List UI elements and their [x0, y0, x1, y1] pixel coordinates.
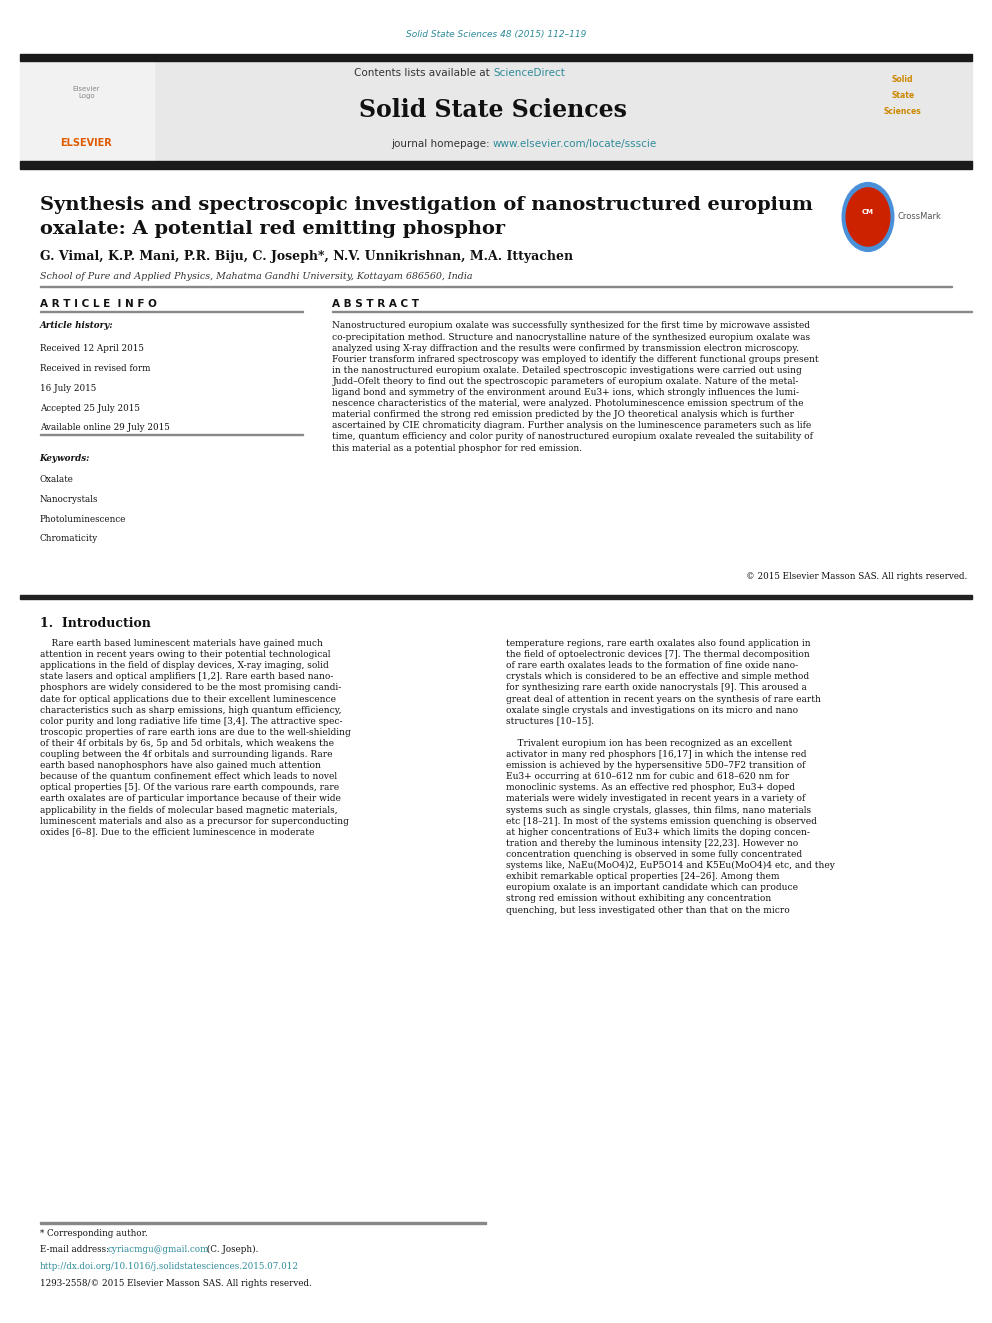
Text: * Corresponding author.: * Corresponding author.: [40, 1229, 147, 1238]
Bar: [40, 434, 303, 435]
Text: Solid: Solid: [892, 75, 914, 83]
Text: Nanostructured europium oxalate was successfully synthesized for the first time : Nanostructured europium oxalate was succ…: [332, 321, 819, 452]
Circle shape: [846, 188, 890, 246]
Text: Chromaticity: Chromaticity: [40, 534, 98, 544]
Text: © 2015 Elsevier Masson SAS. All rights reserved.: © 2015 Elsevier Masson SAS. All rights r…: [746, 572, 967, 581]
Bar: [40, 286, 952, 287]
Text: State: State: [891, 91, 915, 99]
Text: Contents lists available at: Contents lists available at: [354, 67, 493, 78]
Text: 1.  Introduction: 1. Introduction: [40, 617, 151, 630]
Bar: [154, 61, 833, 161]
Text: Solid State Sciences 48 (2015) 112–119: Solid State Sciences 48 (2015) 112–119: [406, 30, 586, 38]
Bar: [20, 54, 972, 61]
Text: School of Pure and Applied Physics, Mahatma Gandhi University, Kottayam 686560, : School of Pure and Applied Physics, Maha…: [40, 273, 472, 280]
Text: oxalate: A potential red emitting phosphor: oxalate: A potential red emitting phosph…: [40, 220, 505, 238]
Text: A B S T R A C T: A B S T R A C T: [332, 299, 420, 310]
Text: Keywords:: Keywords:: [40, 454, 90, 463]
Bar: [20, 161, 972, 169]
Text: Rare earth based luminescent materials have gained much
attention in recent year: Rare earth based luminescent materials h…: [40, 639, 350, 836]
Circle shape: [842, 183, 894, 251]
Text: Synthesis and spectroscopic investigation of nanostructured europium: Synthesis and spectroscopic investigatio…: [40, 196, 812, 214]
Bar: [40, 1222, 486, 1224]
Text: Received 12 April 2015: Received 12 April 2015: [40, 344, 144, 353]
Text: G. Vimal, K.P. Mani, P.R. Biju, C. Joseph*, N.V. Unnikrishnan, M.A. Ittyachen: G. Vimal, K.P. Mani, P.R. Biju, C. Josep…: [40, 250, 572, 263]
Text: temperature regions, rare earth oxalates also found application in
the field of : temperature regions, rare earth oxalates…: [506, 639, 835, 914]
Text: 16 July 2015: 16 July 2015: [40, 384, 96, 393]
Text: ELSEVIER: ELSEVIER: [61, 138, 112, 148]
Text: www.elsevier.com/locate/ssscie: www.elsevier.com/locate/ssscie: [493, 139, 658, 149]
Text: cyriacmgu@gmail.com: cyriacmgu@gmail.com: [107, 1245, 208, 1254]
Text: Article history:: Article history:: [40, 321, 113, 331]
Text: CM: CM: [862, 209, 874, 214]
Text: Available online 29 July 2015: Available online 29 July 2015: [40, 423, 170, 433]
Text: ScienceDirect: ScienceDirect: [493, 67, 564, 78]
Text: A R T I C L E  I N F O: A R T I C L E I N F O: [40, 299, 157, 310]
Bar: [40, 311, 303, 312]
Bar: [332, 311, 972, 312]
Text: journal homepage:: journal homepage:: [391, 139, 493, 149]
Bar: [20, 61, 154, 161]
Text: CrossMark: CrossMark: [898, 213, 941, 221]
Text: Photoluminescence: Photoluminescence: [40, 515, 126, 524]
Text: Accepted 25 July 2015: Accepted 25 July 2015: [40, 404, 140, 413]
Text: 1293-2558/© 2015 Elsevier Masson SAS. All rights reserved.: 1293-2558/© 2015 Elsevier Masson SAS. Al…: [40, 1279, 311, 1289]
Text: Solid State Sciences: Solid State Sciences: [359, 98, 627, 122]
Bar: [20, 595, 972, 599]
Text: Received in revised form: Received in revised form: [40, 364, 150, 373]
Text: Elsevier
Logo: Elsevier Logo: [72, 86, 100, 99]
Text: (C. Joseph).: (C. Joseph).: [204, 1245, 259, 1254]
Text: Sciences: Sciences: [884, 107, 922, 115]
Text: Nanocrystals: Nanocrystals: [40, 495, 98, 504]
Bar: [833, 61, 972, 161]
Text: E-mail address:: E-mail address:: [40, 1245, 111, 1254]
Text: Oxalate: Oxalate: [40, 475, 73, 484]
Text: http://dx.doi.org/10.1016/j.solidstatesciences.2015.07.012: http://dx.doi.org/10.1016/j.solidstatesc…: [40, 1262, 299, 1271]
